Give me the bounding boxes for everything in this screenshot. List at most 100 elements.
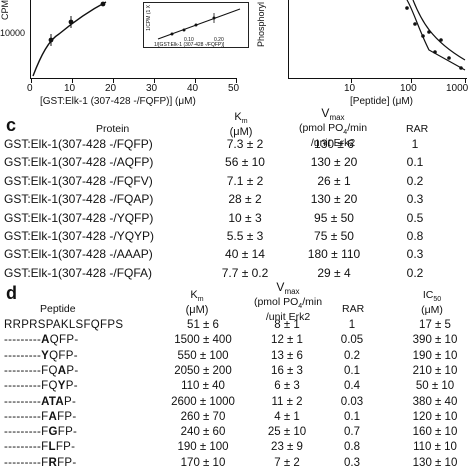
d-cell-peptide: ---------FRFP- <box>4 456 77 469</box>
d-cell-vmax: 6 ± 3 <box>274 380 300 393</box>
d-cell-vmax: 7 ± 2 <box>274 456 300 469</box>
c-cell-rar: 0.2 <box>406 265 424 280</box>
plot-b-area <box>288 0 467 83</box>
c-header-km: Km (μM) <box>229 111 253 139</box>
d-cell-vmax: 25 ± 10 <box>267 426 307 439</box>
c-header-vmax: Vmax (pmol PO4/min /unit Erk2 <box>298 106 368 150</box>
y-axis-label-phosphoryl: Phosphoryl <box>256 2 266 48</box>
c-cell-km: 56 ± 10 <box>225 155 265 170</box>
d-cell-peptide: ---------FLFP- <box>4 441 76 454</box>
d-cell-vmax: 12 ± 1 <box>271 334 303 347</box>
d-cell-rar: 0.2 <box>344 349 360 362</box>
d-cell-ic50: 120 ± 10 <box>412 410 458 423</box>
d-cell-rar: 0.8 <box>344 441 360 454</box>
d-cell-rar: 0.1 <box>344 410 360 423</box>
d-cell-ic50: 50 ± 10 <box>415 380 455 393</box>
d-cell-peptide: ---------ATAP- <box>4 395 77 408</box>
c-cell-rar: 1 <box>411 137 419 151</box>
d-cell-ic50: 17 ± 5 <box>419 319 451 331</box>
d-cell-km: 2600 ± 1000 <box>171 395 235 408</box>
c-cell-rar: 0.1 <box>406 155 424 170</box>
c-cell-km: 10 ± 3 <box>228 210 262 225</box>
c-cell-protein: GST:Elk-1(307-428 -/FQFA) <box>4 265 153 280</box>
d-cell-km: 170 ± 10 <box>180 456 226 469</box>
d-cell-rar: 0.4 <box>344 380 360 393</box>
d-header-ic50: IC50 (μM) <box>421 289 443 317</box>
d-cell-ic50: 110 ± 10 <box>413 441 457 454</box>
x-tick-40: 40 <box>187 83 199 94</box>
d-cell-km: 260 ± 70 <box>180 410 226 423</box>
d-cell-km: 2050 ± 200 <box>174 364 232 377</box>
x-tick-50: 50 <box>228 83 240 94</box>
plot-a-curve <box>32 1 107 77</box>
c-header-protein: Protein <box>96 123 130 135</box>
c-cell-rar: 0.3 <box>406 247 424 262</box>
d-cell-peptide: ---------YQFP- <box>4 349 78 362</box>
x-tick-0: 0 <box>27 83 33 94</box>
x-tick-b-1000: 1000 <box>446 83 469 94</box>
c-cell-vmax: 130 ± 20 <box>310 192 358 207</box>
d-cell-km: 550 ± 100 <box>177 349 229 362</box>
c-cell-vmax: 180 ± 110 <box>307 247 361 262</box>
x-tick-b-10: 10 <box>344 83 356 94</box>
d-cell-km: 240 ± 60 <box>180 426 226 439</box>
d-header-peptide: Peptide <box>40 303 76 315</box>
d-cell-rar: 0.3 <box>344 456 360 469</box>
c-cell-km: 5.5 ± 3 <box>226 229 264 243</box>
d-cell-peptide: RRPRSPAKLSFQFPS <box>4 319 124 331</box>
d-header-km: Km (μM) <box>185 289 209 317</box>
c-cell-rar: 0.2 <box>406 173 424 188</box>
d-cell-peptide: ---------FAFP- <box>4 410 77 423</box>
c-cell-protein: GST:Elk-1(307-428 -/YQYP) <box>4 229 155 243</box>
c-cell-protein: GST:Elk-1(307-428 -/AAAP) <box>4 247 153 262</box>
d-cell-ic50: 390 ± 10 <box>412 334 458 347</box>
inset-x-tick-2: 0.20 <box>214 37 224 43</box>
d-cell-rar: 0.7 <box>344 426 360 439</box>
d-cell-vmax: 13 ± 6 <box>271 349 303 362</box>
x-axis-label-b: [Peptide] (μM) <box>350 96 414 107</box>
c-cell-km: 28 ± 2 <box>228 192 262 207</box>
d-cell-ic50: 380 ± 40 <box>412 395 458 408</box>
x-tick-10: 10 <box>64 83 76 94</box>
d-cell-ic50: 190 ± 10 <box>412 349 458 362</box>
d-cell-km: 1500 ± 400 <box>174 334 232 347</box>
c-cell-km: 40 ± 14 <box>225 247 265 262</box>
c-cell-vmax: 130 ± 6 <box>314 137 354 151</box>
d-cell-rar: 0.03 <box>340 395 364 408</box>
x-tick-b-100: 100 <box>400 83 417 94</box>
d-cell-vmax: 8 ± 1 <box>274 319 300 331</box>
c-cell-vmax: 95 ± 50 <box>314 210 354 225</box>
d-cell-ic50: 130 ± 10 <box>412 456 458 469</box>
c-cell-protein: GST:Elk-1(307-428 -/FQFP) <box>4 137 153 151</box>
c-cell-protein: GST:Elk-1(307-428 -/YQFP) <box>4 210 154 225</box>
d-cell-vmax: 16 ± 3 <box>271 364 303 377</box>
d-cell-ic50: 210 ± 10 <box>412 364 458 377</box>
c-cell-vmax: 130 ± 20 <box>310 155 358 170</box>
y-tick-10000: 10000 <box>0 28 26 38</box>
c-cell-km: 7.7 ± 0.2 <box>221 265 269 280</box>
c-cell-protein: GST:Elk-1(307-428 -/FQFV) <box>4 173 153 188</box>
c-cell-protein: GST:Elk-1(307-428 -/AQFP) <box>4 155 154 170</box>
inset-line <box>157 8 241 40</box>
d-cell-km: 51 ± 6 <box>187 319 219 331</box>
c-cell-rar: 0.3 <box>406 192 424 207</box>
d-cell-peptide: ---------FQYP- <box>4 380 78 393</box>
inset-plot: 1/CPM (1 X 0.10 0.20 1/[GST:Elk-1 (307-4… <box>143 2 249 48</box>
d-header-rar: RAR <box>342 303 365 315</box>
d-cell-ic50: 160 ± 10 <box>412 426 458 439</box>
plot-a-area: 1/CPM (1 X 0.10 0.20 1/[GST:Elk-1 (307-4… <box>30 0 249 83</box>
x-axis-label-a: [GST:Elk-1 (307-428 -/FQFP)] (μM) <box>40 96 196 107</box>
d-cell-vmax: 23 ± 9 <box>271 441 303 454</box>
c-header-rar: RAR <box>406 123 429 135</box>
d-cell-rar: 0.05 <box>340 334 364 347</box>
c-cell-km: 7.3 ± 2 <box>226 137 264 151</box>
d-cell-rar: 1 <box>348 319 356 331</box>
c-cell-rar: 0.5 <box>406 210 424 225</box>
d-cell-rar: 0.1 <box>344 364 360 377</box>
c-cell-vmax: 75 ± 50 <box>314 229 354 243</box>
panel-d-letter: d <box>6 283 17 303</box>
panel-c-letter: c <box>6 115 17 135</box>
inset-x-label: 1/[GST:Elk-1 (307-428 -/FQFP)] <box>154 42 225 48</box>
d-cell-km: 190 ± 100 <box>177 441 229 454</box>
d-cell-km: 110 ± 40 <box>181 380 225 393</box>
